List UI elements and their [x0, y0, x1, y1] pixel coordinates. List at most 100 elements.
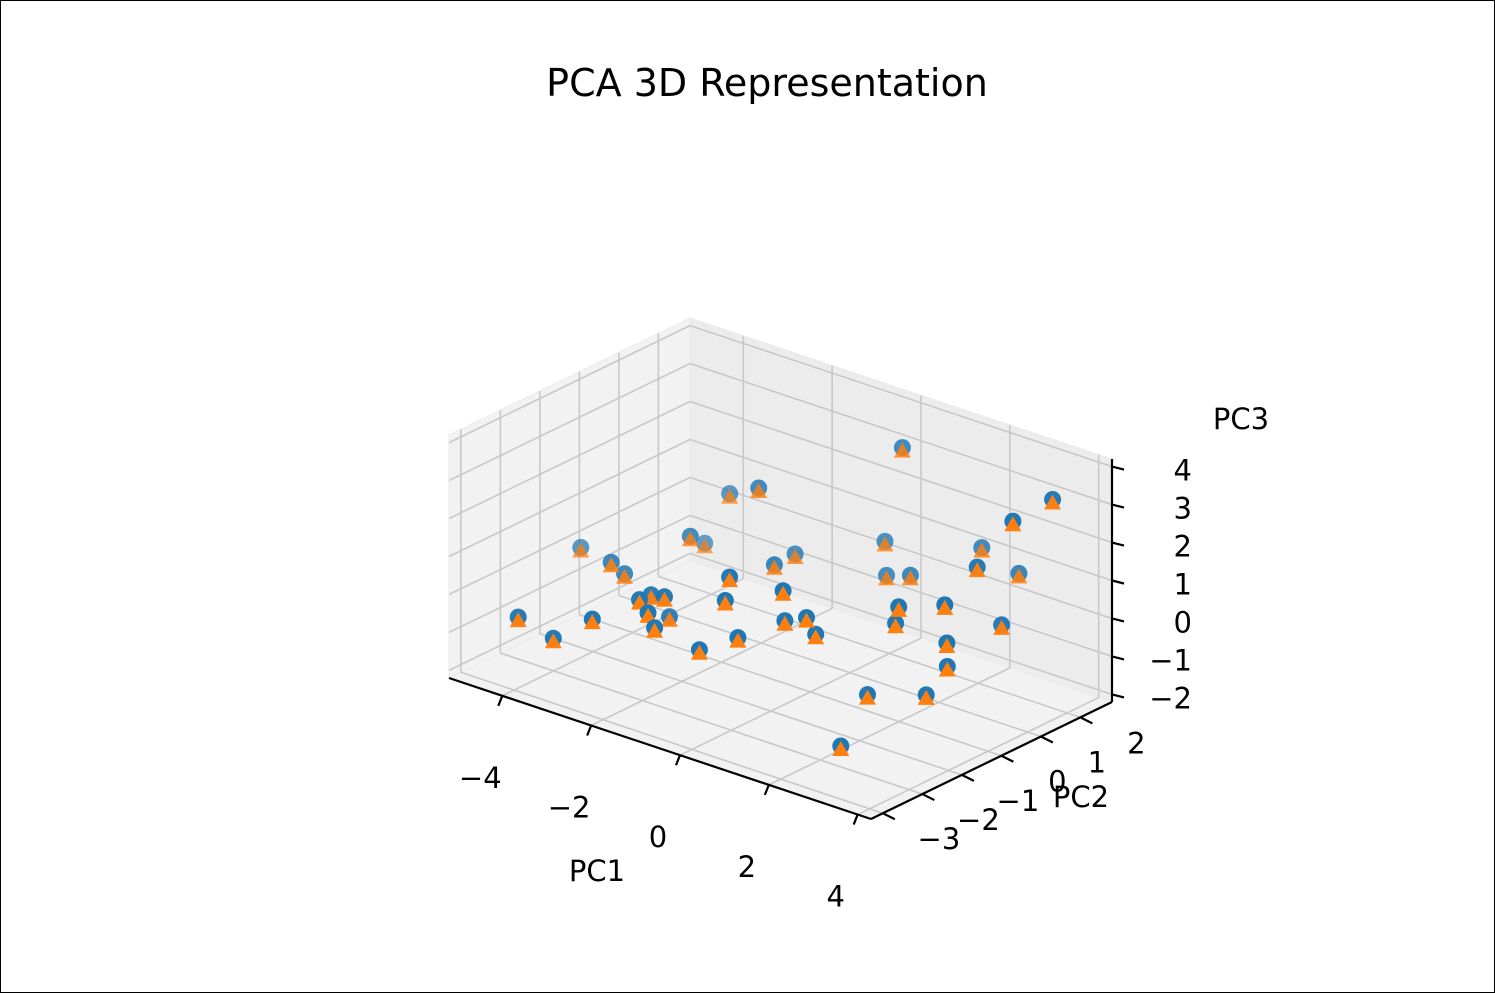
chart-title: PCA 3D Representation: [546, 61, 988, 105]
data-points: [509, 439, 1062, 756]
z-tick-label: 2: [1174, 530, 1192, 564]
x-axis-line: [448, 676, 872, 821]
data-point-triangle: [696, 538, 714, 554]
data-point-triangle: [936, 599, 954, 615]
z-tick-label: 4: [1174, 454, 1192, 488]
data-point-triangle: [716, 595, 734, 611]
data-point-triangle: [750, 483, 768, 498]
data-point-triangle: [721, 488, 739, 504]
grid-line-z: [689, 514, 1113, 658]
z-tick-label: 3: [1174, 492, 1192, 526]
data-point-triangle: [917, 689, 935, 705]
z-tick-mark: [1111, 693, 1125, 699]
y-tick-label: −3: [918, 822, 961, 856]
data-point-triangle: [798, 612, 815, 628]
data-point-triangle: [878, 570, 895, 586]
data-point-triangle: [901, 570, 919, 586]
y-tick-mark: [1040, 735, 1054, 744]
y-axis-line: [870, 701, 1113, 820]
grid-line-z: [448, 552, 691, 672]
grid-line-y: [618, 594, 1042, 738]
z-tick-mark: [1111, 503, 1125, 509]
z-tick-mark: [1111, 579, 1125, 585]
grid-line-y: [500, 652, 923, 795]
grid-line-z: [689, 438, 1113, 582]
data-point-triangle: [616, 568, 634, 584]
grid-line-z: [448, 400, 691, 520]
data-point-triangle: [832, 741, 850, 756]
data-point-triangle: [938, 661, 956, 677]
data-point-triangle: [786, 549, 804, 564]
grid-line-x: [501, 578, 744, 697]
y-tick-label: −2: [957, 803, 1000, 837]
data-point-triangle: [690, 644, 708, 660]
data-point-triangle: [639, 607, 657, 623]
grid-line-z: [689, 362, 1113, 506]
grid-line-x: [590, 607, 833, 727]
grid-line-x: [768, 667, 1011, 786]
x-tick-label: −4: [459, 761, 502, 795]
data-point-triangle: [890, 601, 908, 617]
z-tick-label: 1: [1174, 568, 1192, 602]
grid-lines: [448, 324, 1113, 816]
data-point-triangle: [765, 559, 783, 575]
grid-line-z: [689, 476, 1113, 620]
grid-line-y: [460, 671, 884, 815]
x-tick-mark: [497, 695, 504, 707]
y-tick-label: −1: [997, 784, 1040, 818]
data-point-triangle: [1010, 568, 1028, 584]
data-point-triangle: [859, 689, 876, 705]
axis-lines: [448, 459, 1125, 825]
data-point-triangle: [893, 442, 911, 458]
data-point-triangle: [973, 542, 991, 558]
x-tick-label: 4: [826, 880, 844, 914]
y-tick-mark: [1000, 754, 1014, 763]
grid-line-y: [579, 613, 1002, 757]
z-tick-mark: [1111, 655, 1125, 661]
x-tick-mark: [586, 725, 593, 736]
grid-line-z: [448, 324, 691, 444]
data-point-triangle: [681, 531, 699, 547]
x-tick-label: 0: [649, 820, 667, 854]
grid-line-z: [689, 324, 1113, 468]
x-tick-mark: [852, 814, 859, 825]
z-axis-label: PC3: [1213, 402, 1269, 436]
data-point-triangle: [993, 619, 1011, 635]
grid-line-z: [448, 476, 691, 596]
grid-line-y: [539, 633, 963, 776]
z-tick-mark: [1111, 465, 1125, 471]
data-point-triangle: [572, 542, 590, 558]
z-tick-label: −1: [1149, 643, 1192, 677]
x-tick-label: −2: [548, 791, 591, 825]
data-point-triangle: [876, 536, 894, 552]
x-tick-label: 2: [738, 850, 756, 884]
y-tick-mark: [1079, 716, 1093, 725]
data-point-triangle: [509, 612, 527, 628]
x-axis-label: PC1: [569, 854, 625, 888]
z-tick-mark: [1111, 617, 1125, 623]
y-tick-label: 2: [1127, 726, 1145, 760]
data-point-triangle: [1044, 494, 1062, 510]
data-point-triangle: [807, 629, 825, 645]
data-point-triangle: [729, 632, 747, 648]
data-point-triangle: [602, 557, 620, 573]
data-point-triangle: [721, 572, 739, 588]
grid-line-z: [689, 400, 1113, 544]
x-tick-mark: [674, 754, 682, 766]
grid-line-z: [448, 362, 691, 482]
y-axis-label: PC2: [1053, 780, 1109, 814]
z-tick-label: 0: [1174, 606, 1192, 640]
data-point-triangle: [774, 585, 792, 601]
data-point-triangle: [938, 638, 956, 653]
data-point-triangle: [776, 615, 794, 631]
data-point-triangle: [544, 633, 562, 649]
grid-line-z: [448, 514, 691, 634]
data-point-triangle: [968, 562, 986, 578]
x-tick-mark: [763, 784, 770, 796]
data-point-triangle: [646, 622, 664, 638]
data-point-triangle: [661, 611, 678, 627]
grid-line-x: [857, 696, 1100, 816]
